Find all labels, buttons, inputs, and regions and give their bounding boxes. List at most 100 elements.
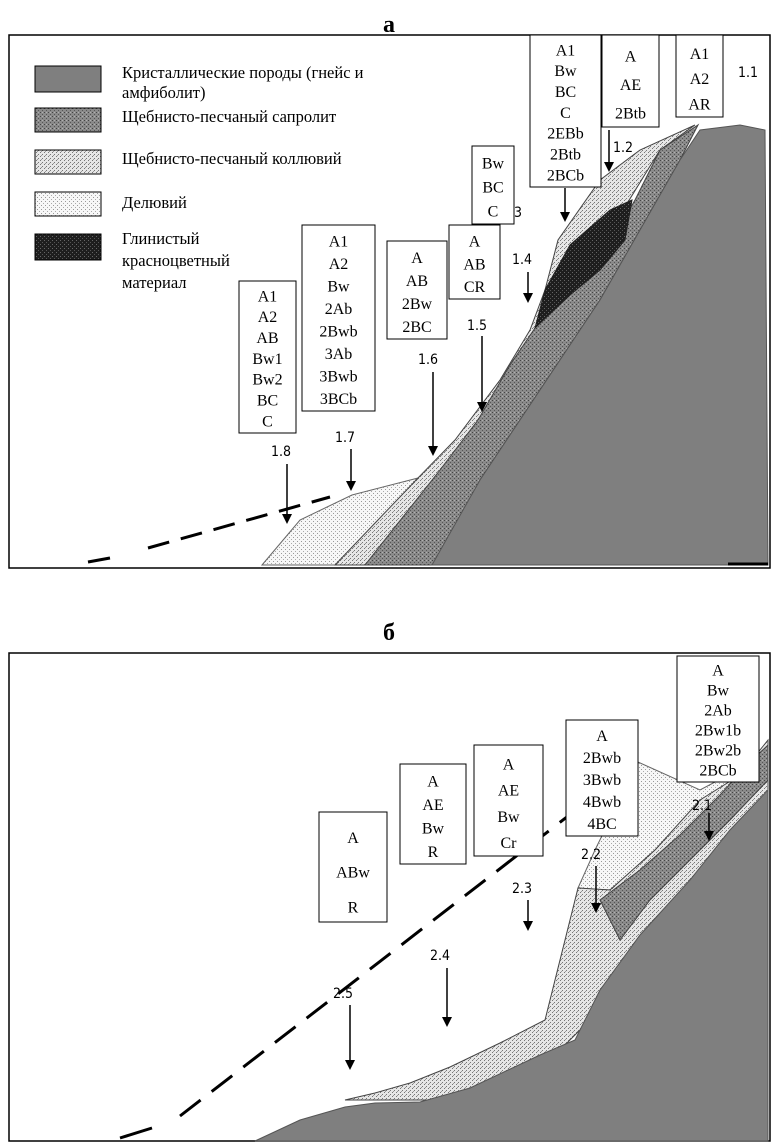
horizon-2-3-0: A <box>503 756 515 773</box>
horizon-2-3-2: Bw <box>497 809 520 826</box>
horizon-1-8-1: A2 <box>258 309 278 326</box>
profile-arrowhead-1-6 <box>428 446 438 456</box>
profile-arrowhead-1-5 <box>477 402 487 412</box>
horizon-1-4-1: BC <box>482 180 503 197</box>
horizon-1-5-0: A <box>469 234 481 251</box>
legend-swatch-deluvium <box>34 191 102 217</box>
profile-arrowhead-1-7 <box>346 481 356 491</box>
profile-label-2-5: 2.5 <box>333 986 353 1002</box>
horizon-2-2-2: 3Bwb <box>583 772 621 789</box>
horizon-1-6-2: 2Bw <box>402 296 433 313</box>
horizon-1-1-0: A1 <box>690 46 710 63</box>
horizon-2-1-4: 2Bw2b <box>695 743 741 760</box>
legend-text-redclay-2: красноцветный <box>122 251 230 270</box>
profile-arrowhead-1-2 <box>604 162 614 172</box>
horizon-1-4-0: Bw <box>482 156 505 173</box>
horizon-2-1-3: 2Bw1b <box>695 723 741 740</box>
horizon-1-6-1: AB <box>406 273 428 290</box>
profile-arrowhead-2-2 <box>591 903 601 913</box>
profile-label-2-4: 2.4 <box>430 948 450 964</box>
profile-box-2-3 <box>473 744 544 857</box>
horizon-1-6-3: 2BC <box>402 319 431 336</box>
horizon-2-3-1: AE <box>498 783 519 800</box>
horizon-1-3-1: Bw <box>554 63 577 80</box>
redclay-area-a <box>534 199 633 330</box>
horizon-1-8-4: Bw2 <box>252 372 282 389</box>
horizon-1-5-1: AB <box>463 256 485 273</box>
horizon-1-3-4: 2EBb <box>547 126 583 143</box>
profile-box-1-1 <box>675 34 724 118</box>
horizon-1-8-5: BC <box>257 393 278 410</box>
horizon-1-6-0: A <box>411 250 423 267</box>
bedrock-area-a <box>431 124 769 566</box>
horizon-1-5-2: CR <box>464 279 486 296</box>
profile-box-2-5 <box>318 811 388 923</box>
profile-box-2-1 <box>676 655 760 783</box>
horizon-1-3-2: BC <box>555 84 576 101</box>
profile-arrowhead-1-3 <box>560 212 570 222</box>
horizon-1-2-2: 2Btb <box>615 106 646 123</box>
horizon-1-7-6: 3Bwb <box>319 369 357 386</box>
profile-label-2-1: 2.1 <box>692 798 712 814</box>
horizon-2-5-0: A <box>347 830 359 847</box>
horizon-1-8-2: AB <box>256 330 278 347</box>
profile-arrowhead-1-4 <box>523 293 533 303</box>
legend-text-colluvium: Щебнисто-песчаный коллювий <box>122 149 342 168</box>
profile-box-2-2 <box>565 719 639 837</box>
saprolite-area-b <box>599 743 769 941</box>
profile-arrowhead-2-4 <box>442 1017 452 1027</box>
legend-swatch-colluvium <box>34 149 102 175</box>
profile-label-1-4: 1.4 <box>512 252 532 268</box>
legend-swatch-bedrock <box>34 65 102 93</box>
profile-label-1-6: 1.6 <box>418 352 438 368</box>
horizon-1-7-2: Bw <box>327 279 350 296</box>
horizon-2-5-2: R <box>348 899 359 916</box>
horizon-1-7-3: 2Ab <box>325 301 353 318</box>
profile-label-1-8: 1.8 <box>271 444 291 460</box>
profile-box-2-4 <box>399 763 467 865</box>
profile-label-2-2: 2.2 <box>581 847 601 863</box>
profile-arrowhead-2-1 <box>704 831 714 841</box>
horizon-2-4-2: Bw <box>422 820 445 837</box>
horizon-2-2-4: 4BC <box>587 816 616 833</box>
horizon-2-1-5: 2BCb <box>699 763 736 780</box>
profile-box-1-6 <box>386 240 448 340</box>
horizon-1-3-6: 2BCb <box>547 167 584 184</box>
legend: Кристаллические породы (гнейс и амфиболи… <box>34 63 364 292</box>
profile-arrowhead-1-8 <box>282 514 292 524</box>
valley-dash-b2 <box>179 760 639 1118</box>
bedrock-area-b <box>254 788 769 1142</box>
horizon-2-2-1: 2Bwb <box>583 750 621 767</box>
horizon-1-3-5: 2Btb <box>550 147 581 164</box>
horizon-1-3-3: C <box>560 105 571 122</box>
horizon-1-8-0: A1 <box>258 288 278 305</box>
horizon-2-5-1: ABw <box>336 865 370 882</box>
horizon-1-7-5: 3Ab <box>325 346 353 363</box>
profile-label-1-2: 1.2 <box>613 140 633 156</box>
horizon-2-2-0: A <box>596 728 608 745</box>
legend-text-bedrock-1: Кристаллические породы (гнейс и <box>122 63 364 82</box>
legend-swatch-redclay <box>34 233 102 261</box>
horizon-1-7-4: 2Bwb <box>319 324 357 341</box>
horizon-2-1-1: Bw <box>707 683 730 700</box>
horizon-2-4-0: A <box>427 773 439 790</box>
horizon-2-2-3: 4Bwb <box>583 794 621 811</box>
horizon-2-1-2: 2Ab <box>704 703 732 720</box>
profiles-panel-a: A1 A2 AR 1.1 A AE 2Btb 1.2 A1 Bw BC C 2EBb 2Btb 2BCb 1.… <box>238 34 758 524</box>
horizon-1-7-1: A2 <box>329 256 349 273</box>
profiles-panel-b: ABw2Ab2Bw1b2Bw2b2BCb2.1A2Bwb3Bwb4Bwb4BC2… <box>318 655 760 1070</box>
legend-text-redclay-3: материал <box>122 273 187 292</box>
horizon-1-7-0: A1 <box>329 234 349 251</box>
profile-arrowhead-2-5 <box>345 1060 355 1070</box>
valley-dash-a2 <box>147 495 331 550</box>
horizon-1-3-0: A1 <box>556 42 576 59</box>
horizon-2-1-0: A <box>712 663 724 680</box>
horizon-1-1-2: AR <box>688 96 711 113</box>
horizon-1-4-2: C <box>488 204 499 221</box>
profile-box-1-2 <box>601 34 660 128</box>
horizon-1-2-1: AE <box>620 77 641 94</box>
profile-box-1-7 <box>301 224 376 412</box>
horizon-2-4-3: R <box>428 844 439 861</box>
horizon-1-2-0: A <box>625 48 637 65</box>
